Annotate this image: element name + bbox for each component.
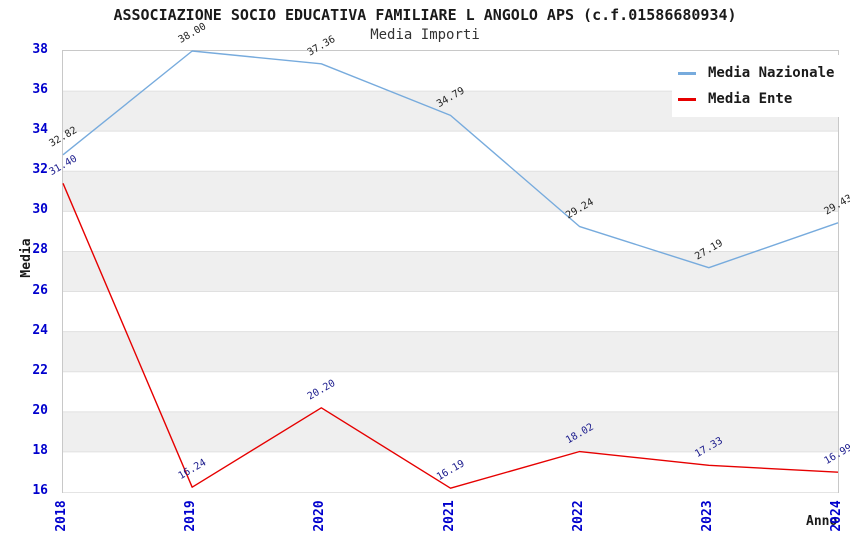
legend-swatch-icon [678, 97, 696, 101]
chart-canvas: 32.8238.0037.3634.7929.2427.1929.4331.40… [47, 21, 850, 493]
series-line-0 [62, 50, 839, 269]
y-tick-label: 36 [32, 82, 48, 98]
plot-area: 32.82 38.00 37.36 34.79 29.24 27.19 29.43 31.40… [47, 21, 850, 493]
y-tick-label: 38 [32, 42, 48, 57]
legend: Media Nazionale Media Ente [672, 55, 850, 117]
x-tick-label: 2020 [312, 500, 328, 532]
x-tick-label: 2018 [54, 500, 69, 532]
legend-label: Media Nazionale [708, 65, 835, 81]
plot-band [63, 331, 838, 373]
y-tick-label: 26 [32, 282, 48, 298]
plot-band [63, 371, 838, 413]
y-tick-label: 16 [32, 483, 48, 498]
y-tick-label: 22 [32, 362, 48, 378]
series-line-1 [62, 183, 839, 489]
y-tick-label: 30 [32, 202, 48, 218]
y-tick-label: 32 [32, 162, 48, 178]
plot-band [63, 251, 838, 293]
x-tick-label: 2021 [441, 500, 457, 532]
chart-subtitle: Media Importi [370, 27, 480, 43]
legend-label: Media Ente [708, 91, 793, 107]
y-tick-label: 28 [32, 242, 48, 258]
plot-band [63, 131, 838, 172]
plot-band [63, 171, 838, 212]
x-tick-label: 2023 [699, 500, 715, 532]
legend-item-1: Media Ente [672, 86, 850, 112]
y-tick-label: 20 [32, 402, 48, 418]
plot-band [63, 211, 838, 252]
x-tick-label: 2019 [183, 500, 199, 532]
plot-band [63, 411, 838, 453]
legend-item-0: Media Nazionale [672, 60, 850, 86]
legend-swatch-icon [678, 71, 696, 75]
y-tick-label: 34 [32, 122, 48, 138]
x-tick-label: 2024 [829, 500, 844, 532]
y-tick-label: 18 [32, 442, 48, 458]
plot-band [63, 291, 838, 333]
x-tick-label: 2022 [570, 500, 586, 532]
chart-title: ASSOCIAZIONE SOCIO EDUCATIVA FAMILIARE L… [113, 6, 737, 24]
x-axis-label: Anno [806, 514, 838, 529]
y-tick-label: 24 [32, 322, 48, 338]
